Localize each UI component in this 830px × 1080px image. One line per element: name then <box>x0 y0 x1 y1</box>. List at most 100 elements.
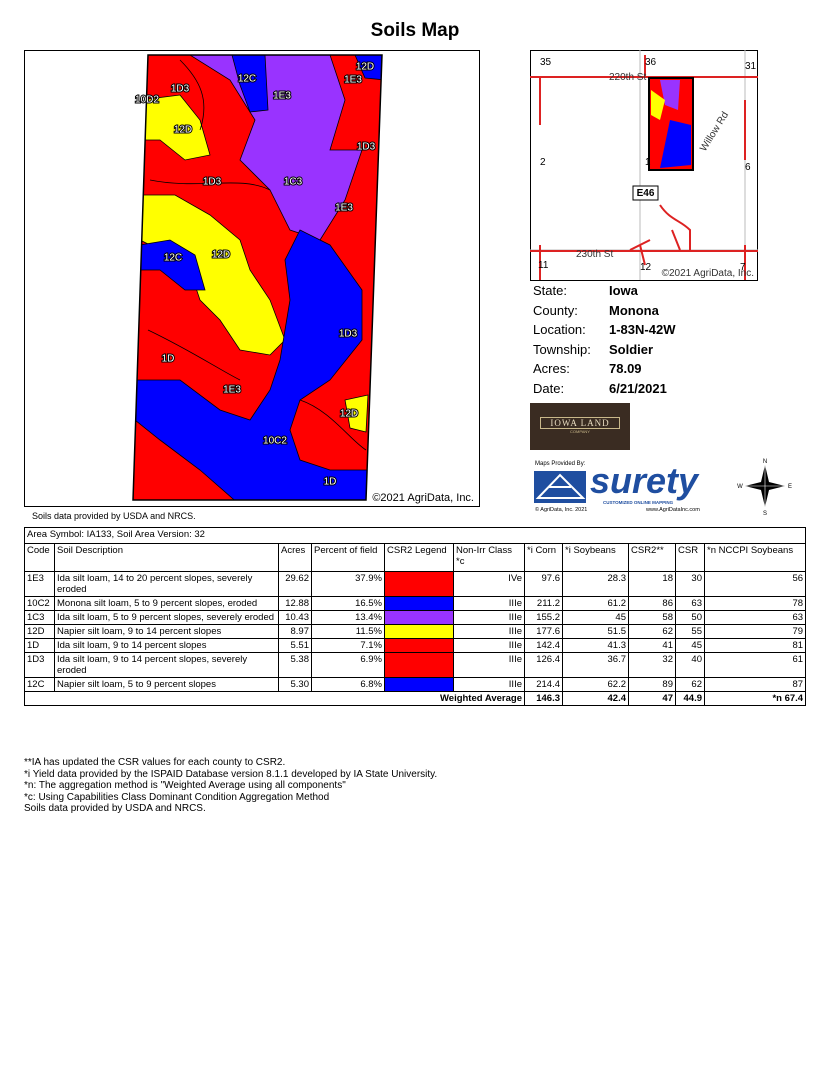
csr-cell: 62 <box>675 677 705 692</box>
info-label: Acres: <box>533 361 570 376</box>
note: *c: Using Capabilities Class Dominant Co… <box>24 791 330 803</box>
class-cell: IIIe <box>453 610 525 625</box>
soil-label: 10C2 <box>263 436 287 447</box>
soybeans-cell: 51.5 <box>562 624 629 639</box>
locator-copyright: ©2021 AgriData, Inc. <box>662 268 754 279</box>
section-number: 12 <box>640 262 652 273</box>
map-copyright: ©2021 AgriData, Inc. <box>372 492 474 504</box>
section-number: 6 <box>745 162 751 173</box>
table-caption: Area Symbol: IA133, Soil Area Version: 3… <box>23 527 807 544</box>
info-row: Acres: 78.09 <box>533 361 675 381</box>
surety-logo: surety <box>590 460 699 501</box>
class-cell: IIIe <box>453 596 525 611</box>
acres-cell: 5.30 <box>278 677 312 692</box>
section-number: 2 <box>540 157 546 168</box>
note: *i Yield data provided by the ISPAID Dat… <box>24 768 438 780</box>
csr-cell: 30 <box>675 571 705 597</box>
soil-label: 12C <box>238 74 256 85</box>
legend-cell <box>384 596 454 611</box>
csr-cell: 63 <box>675 596 705 611</box>
code-cell: 1D3 <box>24 652 55 678</box>
road-label: 220th St <box>609 72 646 83</box>
nccpi-cell: 81 <box>703 638 807 653</box>
nccpi-average: *n 67.4 <box>703 691 807 706</box>
acres-cell: 29.62 <box>278 571 312 597</box>
percent-cell: 11.5% <box>311 624 385 639</box>
compass: N E S W <box>737 459 792 517</box>
code-cell: 12C <box>24 677 55 692</box>
soil-label: 1D3 <box>171 84 190 95</box>
compass-w: W <box>737 484 743 490</box>
info-row: County: Monona <box>533 303 675 323</box>
info-value: 78.09 <box>609 361 642 376</box>
soil-table: Area Symbol: IA133, Soil Area Version: 3… <box>23 527 807 706</box>
map-labels: 12D 1E3 12C 1D3 10D2 1E3 12D 1D3 1D3 1C3… <box>134 61 377 489</box>
description-cell: Ida silt loam, 5 to 9 percent slopes, se… <box>54 610 279 625</box>
soil-polygons <box>133 55 382 500</box>
corn-cell: 211.2 <box>524 596 563 611</box>
soil-label: 12D <box>174 125 192 136</box>
locator-field <box>648 77 694 171</box>
info-label: Township: <box>533 341 591 357</box>
surety-globe <box>534 471 586 503</box>
info-list: State: Iowa County: Monona Location: 1-83N-42… <box>533 283 675 400</box>
description-cell: Ida silt loam, 14 to 20 percent slopes, … <box>54 571 279 597</box>
surety-url: www.AgriDataInc.com <box>646 507 700 513</box>
note: *n: The aggregation method is "Weighted … <box>24 780 346 791</box>
compass-s: S <box>763 511 767 517</box>
code-cell: 10C2 <box>24 596 55 611</box>
section-number: 36 <box>645 57 657 68</box>
corn-cell: 142.4 <box>524 638 563 653</box>
soil-row: 10C2 Monona silt loam, 5 to 9 percent slo… <box>24 596 807 611</box>
roads <box>530 55 758 280</box>
info-label: County: <box>533 302 578 318</box>
code-cell: 1C3 <box>24 610 55 625</box>
corn-cell: 97.6 <box>524 571 563 597</box>
legend-cell <box>384 677 454 692</box>
description-cell: Napier silt loam, 5 to 9 percent slopes <box>54 677 279 692</box>
percent-cell: 16.5% <box>311 596 385 611</box>
soybeans-cell: 36.7 <box>562 652 629 678</box>
soil-row: 12C Napier silt loam, 5 to 9 percent slop… <box>24 677 807 692</box>
acres-cell: 8.97 <box>278 624 312 639</box>
soybeans-cell: 45 <box>562 610 629 625</box>
info-value: 1-83N-42W <box>609 322 676 337</box>
compass-e: E <box>788 484 792 490</box>
soil-label: 1D <box>162 354 175 365</box>
soybeans-average: 42.4 <box>562 691 629 706</box>
soil-row: 1C3 Ida silt loam, 5 to 9 percent slopes,… <box>24 610 807 625</box>
corn-cell: 126.4 <box>524 652 563 678</box>
iowa-land-logo: IOWA LAND COMPANY <box>530 403 630 450</box>
nccpi-cell: 79 <box>703 624 807 639</box>
description-cell: Ida silt loam, 9 to 14 percent slopes <box>54 638 279 653</box>
legend-cell <box>384 638 454 653</box>
road-label: E46 <box>637 188 655 199</box>
soil-row: 1D3 Ida silt loam, 9 to 14 percent slopes… <box>24 652 807 678</box>
class-cell: IIIe <box>453 677 525 692</box>
section-number: 7 <box>740 262 746 273</box>
percent-cell: 6.9% <box>311 652 385 678</box>
legend-cell <box>384 571 454 597</box>
corn-cell: 214.4 <box>524 677 563 692</box>
corn-average: 146.3 <box>524 691 563 706</box>
csr2-cell: 18 <box>628 571 676 597</box>
header-cell: *i Corn <box>524 543 563 572</box>
maps-by: Maps Provided By: <box>535 461 586 467</box>
header-cell: Percent of field <box>311 543 385 572</box>
info-row: Township: Soldier <box>533 342 675 362</box>
locator-frame <box>530 50 758 281</box>
acres-cell: 12.88 <box>278 596 312 611</box>
info-value: 6/21/2021 <box>609 380 667 396</box>
header-cell: Acres <box>278 543 312 572</box>
info-value: Monona <box>609 302 659 318</box>
description-cell: Monona silt loam, 5 to 9 percent slopes,… <box>54 596 279 611</box>
csr2-cell: 32 <box>628 652 676 678</box>
soybeans-cell: 28.3 <box>562 571 629 597</box>
section-number: 31 <box>745 61 757 72</box>
soil-row: 1E3 Ida silt loam, 14 to 20 percent slope… <box>24 571 807 597</box>
class-cell: IVe <box>453 571 525 597</box>
section-number: 11 <box>538 260 549 271</box>
legend-cell <box>384 624 454 639</box>
notes: **IA has updated the CSR values for each… <box>24 757 437 815</box>
percent-cell: 13.4% <box>311 610 385 625</box>
